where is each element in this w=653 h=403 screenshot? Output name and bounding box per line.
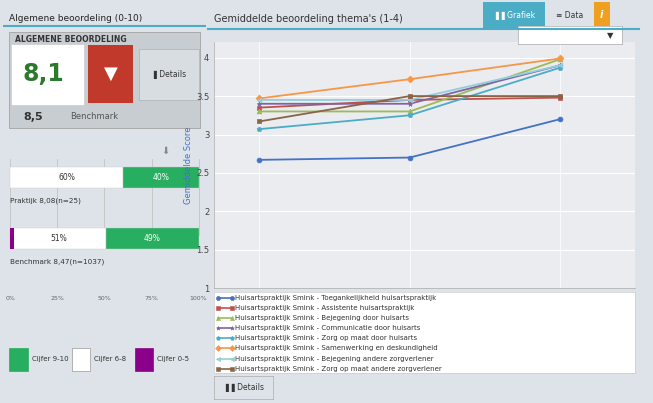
Y-axis label: Gemiddelde Score: Gemiddelde Score [184,127,193,204]
Text: Gemiddelde beoordeling thema's (1-4): Gemiddelde beoordeling thema's (1-4) [214,14,403,24]
FancyBboxPatch shape [10,229,14,249]
Text: 50%: 50% [97,296,112,301]
FancyBboxPatch shape [9,348,27,371]
Text: 8,5: 8,5 [24,112,43,122]
Text: i: i [600,10,603,20]
Text: 60%: 60% [58,173,75,182]
FancyBboxPatch shape [11,44,84,105]
Text: Algemene beoordeling (0-10): Algemene beoordeling (0-10) [9,14,142,23]
Text: Huisartspraktijk Smink - Assistente huisartspraktijk: Huisartspraktijk Smink - Assistente huis… [235,305,415,311]
Text: 100%: 100% [190,296,208,301]
FancyBboxPatch shape [72,348,90,371]
Text: Huisartspraktijk Smink - Bejegening andere zorgverlener: Huisartspraktijk Smink - Bejegening ande… [235,355,434,361]
FancyBboxPatch shape [9,32,200,129]
Text: Praktijk 8,08(n=25): Praktijk 8,08(n=25) [10,197,81,204]
FancyBboxPatch shape [10,229,106,249]
FancyBboxPatch shape [135,348,153,371]
Text: ▼: ▼ [104,65,118,83]
Text: Benchmark 8,47(n=1037): Benchmark 8,47(n=1037) [10,259,104,265]
FancyBboxPatch shape [10,167,123,188]
Text: Cijfer 6-8: Cijfer 6-8 [95,357,127,362]
Text: 8,1: 8,1 [23,62,65,86]
Text: Benchmark: Benchmark [70,112,118,121]
Text: Huisartspraktijk Smink - Zorg op maat door huisarts: Huisartspraktijk Smink - Zorg op maat do… [235,335,417,341]
Text: Cijfer 9-10: Cijfer 9-10 [31,357,68,362]
Text: ▼: ▼ [607,31,614,40]
FancyBboxPatch shape [106,229,199,249]
Text: 40%: 40% [153,173,169,182]
Text: ▐▐ Grafiek: ▐▐ Grafiek [493,10,535,20]
Text: ALGEMENE BEOORDELING: ALGEMENE BEOORDELING [16,35,127,44]
Text: Huisartspraktijk Smink - Toegankelijkheid huisartspraktijk: Huisartspraktijk Smink - Toegankelijkhei… [235,295,436,301]
Text: 75%: 75% [144,296,159,301]
Text: Huisartspraktijk Smink - Samenwerking en deskundigheid: Huisartspraktijk Smink - Samenwerking en… [235,345,438,351]
FancyBboxPatch shape [88,46,133,103]
Text: 0%: 0% [5,296,15,301]
Text: Huisartspraktijk Smink - Bejegening door huisarts: Huisartspraktijk Smink - Bejegening door… [235,315,409,321]
Text: 49%: 49% [144,234,161,243]
FancyBboxPatch shape [139,49,199,100]
Text: ≡ Data: ≡ Data [556,10,583,20]
Text: ⬇: ⬇ [161,146,169,156]
Text: ▐▐ Details: ▐▐ Details [223,383,264,392]
Text: 51%: 51% [50,234,67,243]
Text: ▐ Details: ▐ Details [151,70,186,79]
Text: 25%: 25% [50,296,65,301]
Text: Huisartspraktijk Smink - Zorg op maat andere zorgverlener: Huisartspraktijk Smink - Zorg op maat an… [235,366,442,372]
Text: Huisartspraktijk Smink - Communicatie door huisarts: Huisartspraktijk Smink - Communicatie do… [235,325,421,331]
Text: Cijfer 0-5: Cijfer 0-5 [157,357,189,362]
FancyBboxPatch shape [123,167,199,188]
